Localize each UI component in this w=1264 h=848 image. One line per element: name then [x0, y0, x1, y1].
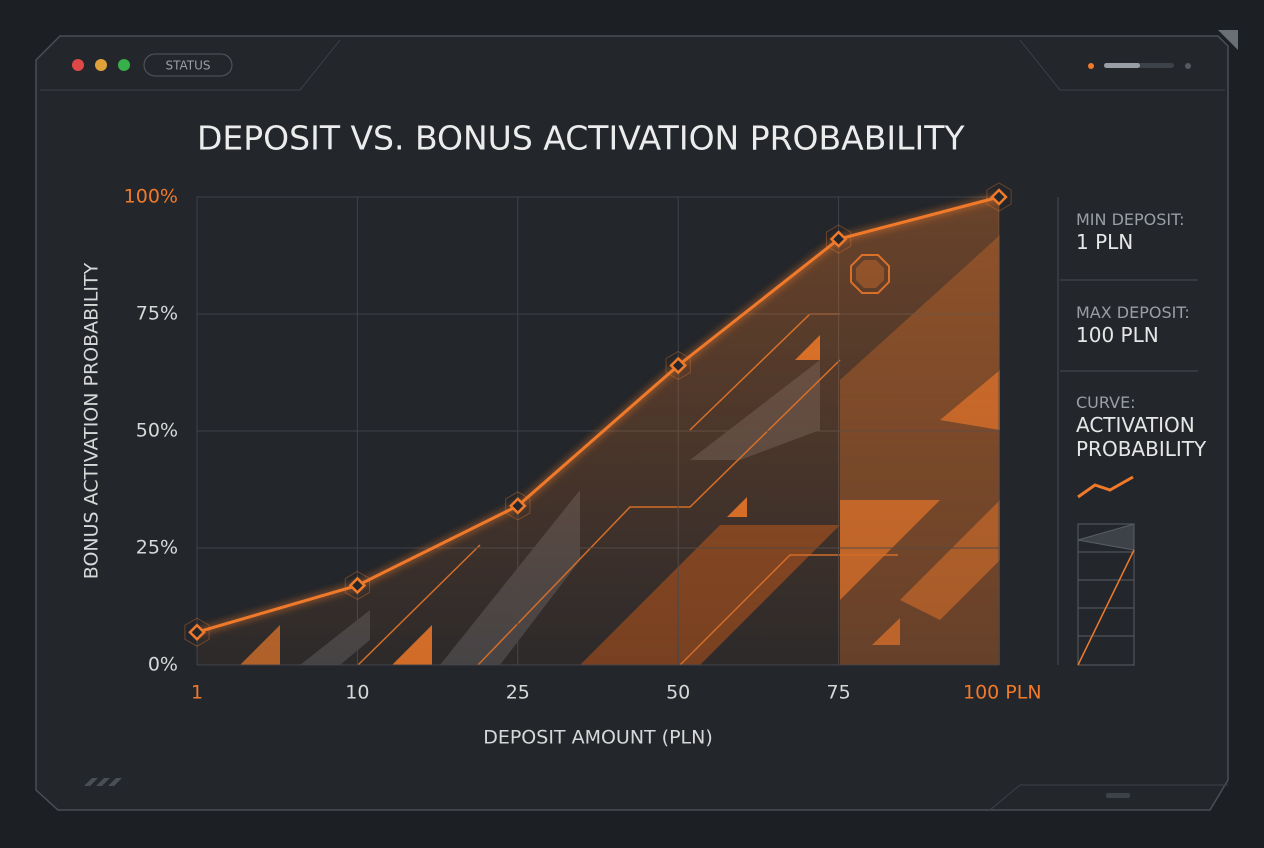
indicator: [1185, 63, 1191, 69]
hex-ring: [184, 617, 210, 647]
point: [509, 497, 527, 515]
chart-title: DEPOSIT VS. BONUS ACTIVATION PROBABILITY: [197, 119, 965, 158]
y-axis-label: BONUS ACTIVATION PROBABILITY: [81, 262, 103, 579]
panel-block: CURVE: ACTIVATION PROBABILITY: [1076, 393, 1206, 461]
footer-mark: [1106, 793, 1130, 798]
window-dot[interactable]: [95, 59, 107, 71]
x-tick-label: 100 PLN: [963, 682, 1042, 704]
panel-key: MIN DEPOSIT:: [1076, 210, 1185, 229]
progress-fill: [1104, 63, 1140, 68]
footer-mark: [84, 778, 122, 786]
point: [990, 188, 1008, 206]
window-dot[interactable]: [72, 59, 84, 71]
x-tick-label: 1: [191, 682, 203, 704]
hex-ring: [505, 491, 531, 521]
panel-value: ACTIVATION PROBABILITY: [1076, 413, 1207, 461]
indicator: [1088, 63, 1094, 69]
y-tick-label: 0%: [148, 654, 178, 676]
frame-accent: [1019, 39, 1225, 91]
y-tick-label: 75%: [136, 303, 178, 325]
corner-mark: [1218, 30, 1238, 50]
panel-key: CURVE:: [1076, 393, 1136, 412]
panel-key: MAX DEPOSIT:: [1076, 303, 1190, 322]
hex-ring: [825, 224, 852, 254]
hex-ring: [344, 570, 371, 601]
x-tick-label: 75: [827, 682, 851, 704]
x-axis-label: DEPOSIT AMOUNT (PLN): [483, 727, 713, 749]
point: [669, 356, 687, 375]
hex-ring: [986, 182, 1012, 212]
y-tick-label: 100%: [124, 186, 178, 208]
area: [197, 197, 999, 665]
panel-value: 100 PLN: [1076, 323, 1159, 347]
window-dot[interactable]: [118, 59, 130, 71]
x-tick-label: 50: [666, 682, 690, 704]
hex-ring: [665, 350, 691, 381]
point: [188, 623, 206, 642]
point: [348, 576, 367, 595]
x-tick-label: 10: [345, 682, 369, 704]
line: [196, 195, 1000, 634]
status-text: STATUS: [165, 59, 210, 73]
frame-accent: [40, 39, 341, 91]
frame-accent: [989, 784, 1228, 811]
panel-block: MAX DEPOSIT: 100 PLN: [1076, 303, 1206, 347]
panel-value: 1 PLN: [1076, 230, 1134, 254]
point: [829, 230, 848, 248]
status-pill[interactable]: [143, 53, 233, 77]
y-tick-label: 25%: [136, 537, 178, 559]
panel-block: MIN DEPOSIT: 1 PLN: [1076, 210, 1206, 254]
y-tick-label: 50%: [136, 420, 178, 442]
x-tick-label: 25: [506, 682, 530, 704]
